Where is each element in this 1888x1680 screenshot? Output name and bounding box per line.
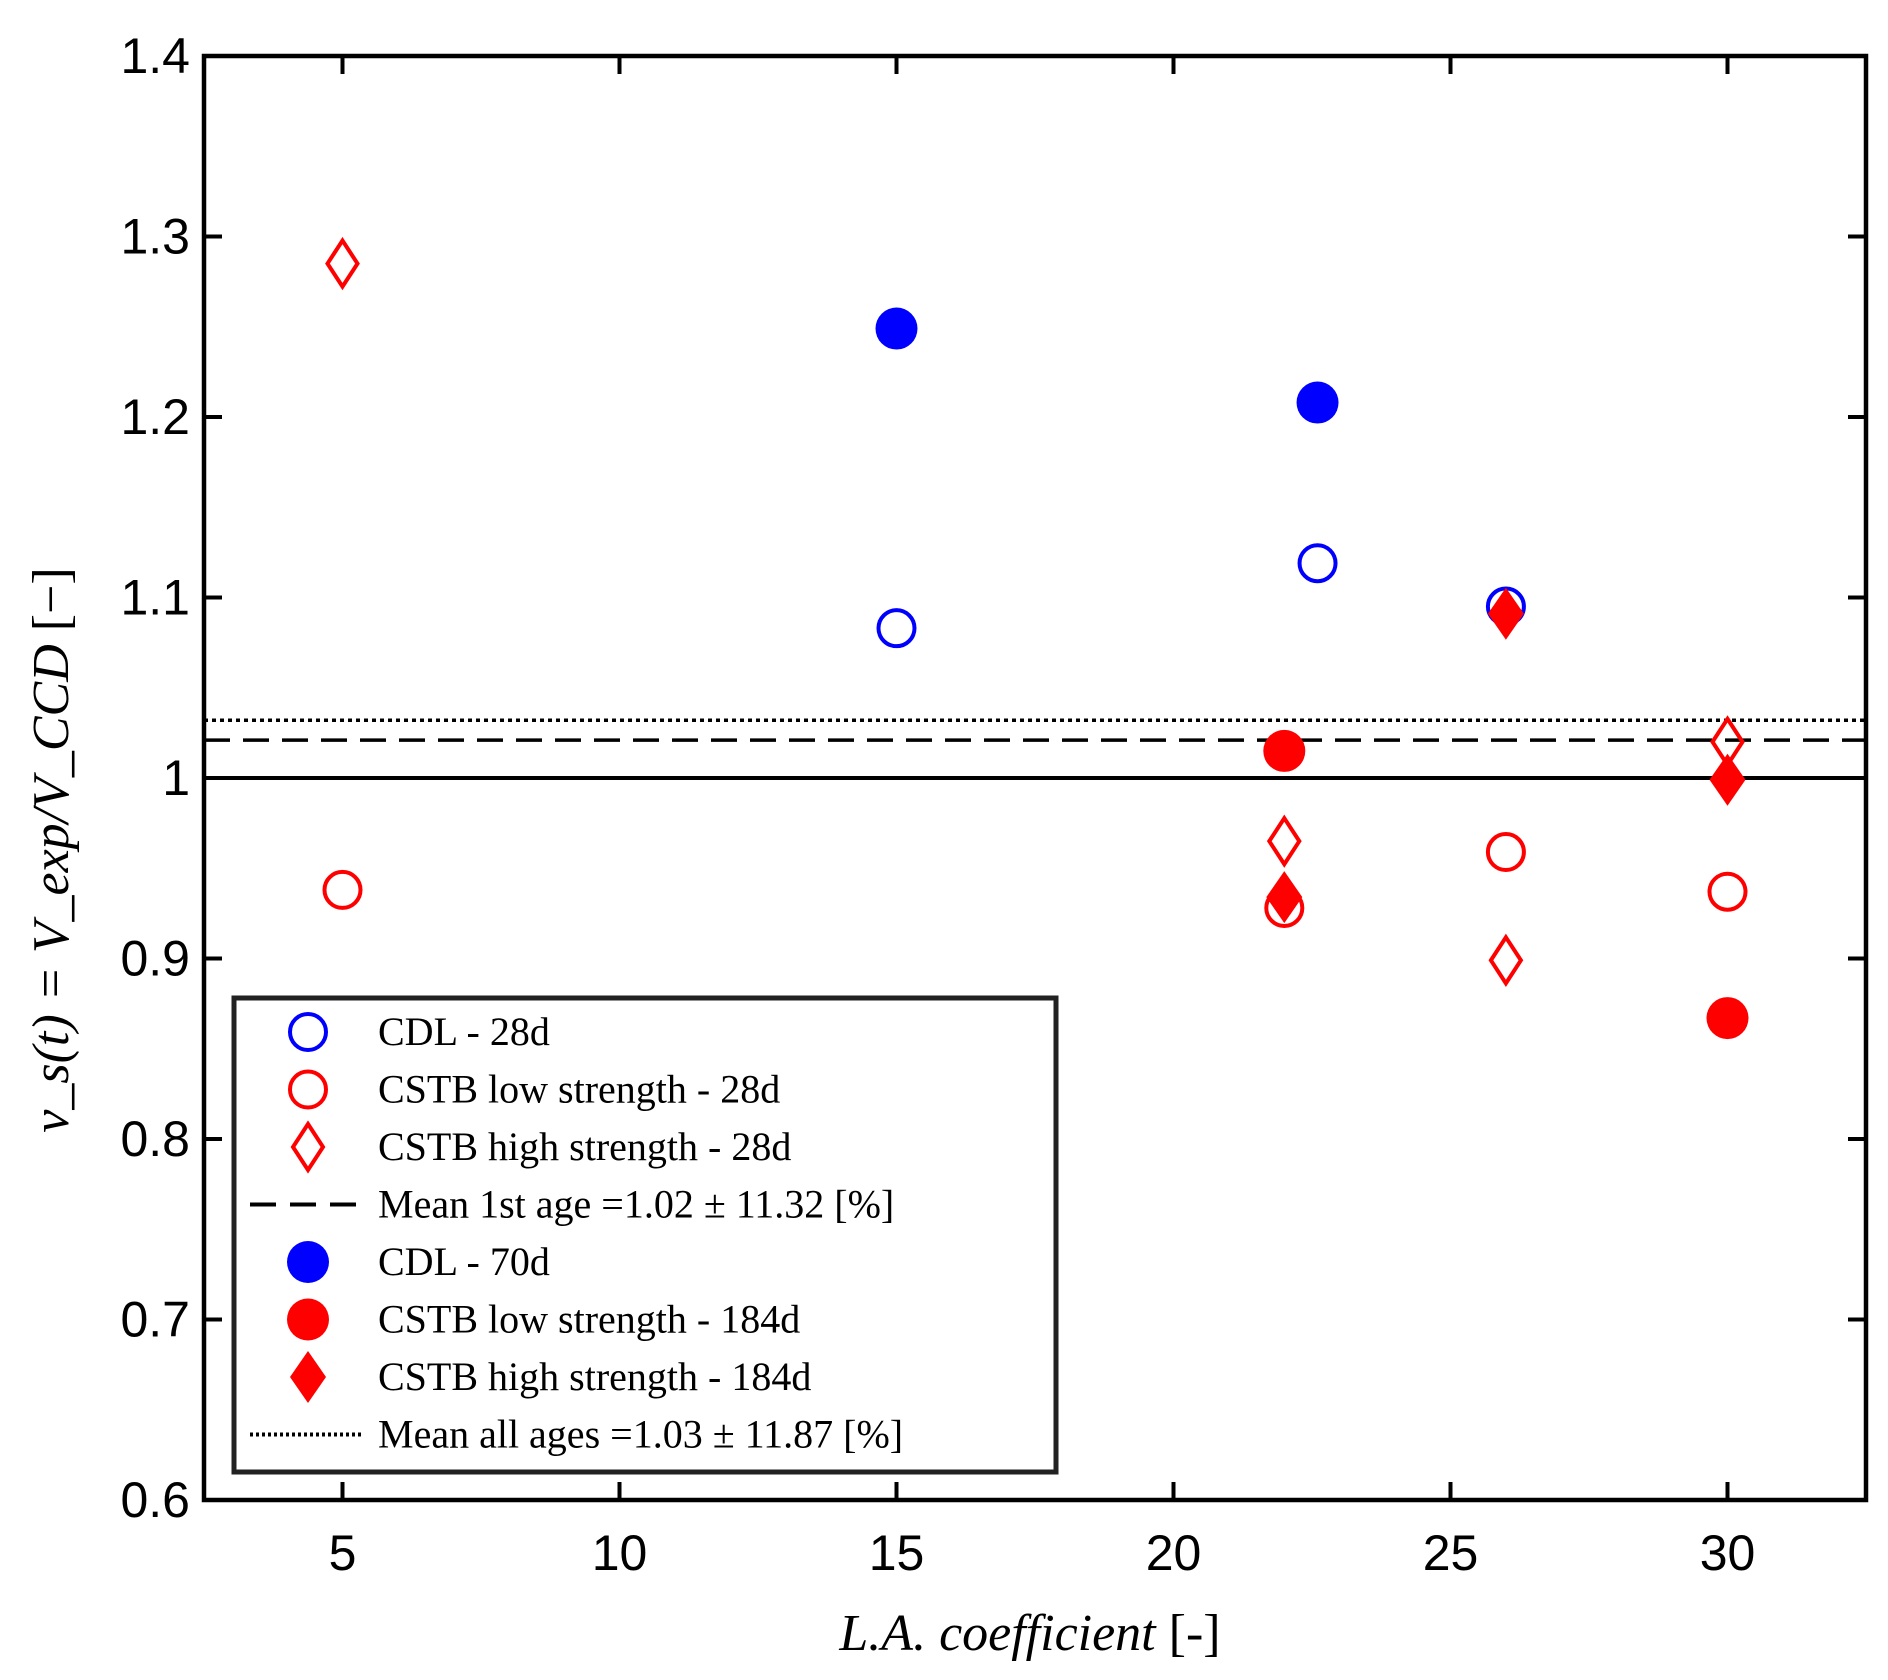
y-axis-label-text: ν_s(t) = V_exp/V_CCD xyxy=(23,644,80,1133)
data-point xyxy=(1709,753,1746,806)
series-cstb-low-strength-28d xyxy=(322,832,1748,928)
legend-entry: Mean all ages =1.03 ± 11.87 [%] xyxy=(250,1412,903,1457)
data-point xyxy=(1487,587,1524,640)
series-cstb-high-strength-28d xyxy=(325,236,1745,987)
series-cstb-high-strength-184d xyxy=(1266,587,1746,924)
data-point xyxy=(1266,871,1303,924)
legend-label: Mean 1st age =1.02 ± 11.32 [%] xyxy=(378,1182,894,1227)
legend-label: Mean all ages =1.03 ± 11.87 [%] xyxy=(378,1412,903,1457)
y-tick-label: 1.4 xyxy=(120,28,190,84)
legend-symbol xyxy=(287,1298,329,1341)
y-tick-label: 1.1 xyxy=(120,570,190,626)
legend-label: CSTB high strength - 28d xyxy=(378,1124,791,1169)
legend-entry: CDL - 70d xyxy=(287,1239,550,1284)
data-point xyxy=(1706,997,1749,1040)
legend-symbol xyxy=(290,1120,326,1174)
y-tick-label: 0.7 xyxy=(120,1292,190,1348)
legend-symbol xyxy=(288,1012,328,1052)
data-point xyxy=(1488,933,1524,987)
legend-box xyxy=(231,995,1059,1475)
data-point xyxy=(1263,729,1306,772)
legend-symbol xyxy=(288,1069,328,1110)
y-tick-label: 1.3 xyxy=(120,209,190,265)
data-point xyxy=(1266,814,1302,868)
x-tick-label: 5 xyxy=(329,1525,357,1581)
legend-label: CSTB high strength - 184d xyxy=(378,1354,811,1399)
x-axis-label-text: L.A. coefficient xyxy=(838,1605,1157,1662)
axes-layer: 5 10 15 20 25 30 0.6 0.7 0.8 0.9 1 1.1 1.2 1.3 1.4 xyxy=(120,28,1869,1581)
data-point xyxy=(1485,832,1526,873)
legend-entry: CSTB high strength - 28d xyxy=(290,1120,791,1174)
series-cstb-low-strength-184d xyxy=(1263,729,1749,1040)
legend-symbol xyxy=(287,1241,329,1283)
y-axis-label-unit: [−] xyxy=(23,567,80,631)
data-point xyxy=(1707,871,1748,912)
series-cdl-70d xyxy=(875,307,1339,424)
x-tick-label: 15 xyxy=(869,1525,925,1581)
legend-entry: CSTB low strength - 184d xyxy=(287,1297,800,1342)
y-tick-label: 0.6 xyxy=(120,1472,190,1528)
legend: CDL - 28d CSTB low strength - 28d CSTB hig… xyxy=(231,995,1059,1475)
legend-entry: Mean 1st age =1.02 ± 11.32 [%] xyxy=(250,1182,894,1227)
legend-label: CDL - 70d xyxy=(378,1239,550,1284)
y-tick-label: 1.2 xyxy=(120,389,190,445)
y-tick-label: 0.9 xyxy=(120,931,190,987)
series-cdl-28d xyxy=(876,543,1526,649)
y-axis-label: ν_s(t) = V_exp/V_CCD [−] xyxy=(23,567,80,1133)
x-axis-label: L.A. coefficient [-] xyxy=(838,1605,1220,1662)
data-point xyxy=(1296,381,1339,424)
legend-symbol xyxy=(290,1351,326,1403)
legend-label: CSTB low strength - 28d xyxy=(378,1067,780,1112)
legend-entry: CDL - 28d xyxy=(288,1009,550,1054)
data-point xyxy=(322,869,363,910)
axis-labels-layer: L.A. coefficient [-] ν_s(t) = V_exp/V_CC… xyxy=(23,567,1221,1662)
data-point xyxy=(875,307,918,350)
y-tick-label: 1 xyxy=(162,750,190,806)
x-axis-label-unit: [-] xyxy=(1169,1605,1221,1662)
data-point xyxy=(1297,543,1338,584)
data-point xyxy=(325,236,360,291)
x-tick-label: 30 xyxy=(1700,1525,1756,1581)
data-points-layer xyxy=(322,236,1749,1040)
y-tick-label: 0.8 xyxy=(120,1111,190,1167)
legend-label: CSTB low strength - 184d xyxy=(378,1297,800,1342)
reference-lines-layer xyxy=(204,718,1866,780)
data-point xyxy=(876,608,917,649)
legend-entry: CSTB high strength - 184d xyxy=(290,1351,811,1403)
x-tick-label: 25 xyxy=(1423,1525,1479,1581)
x-tick-label: 20 xyxy=(1146,1525,1202,1581)
legend-label: CDL - 28d xyxy=(378,1009,550,1054)
x-tick-label: 10 xyxy=(592,1525,648,1581)
legend-entry: CSTB low strength - 28d xyxy=(288,1067,780,1112)
